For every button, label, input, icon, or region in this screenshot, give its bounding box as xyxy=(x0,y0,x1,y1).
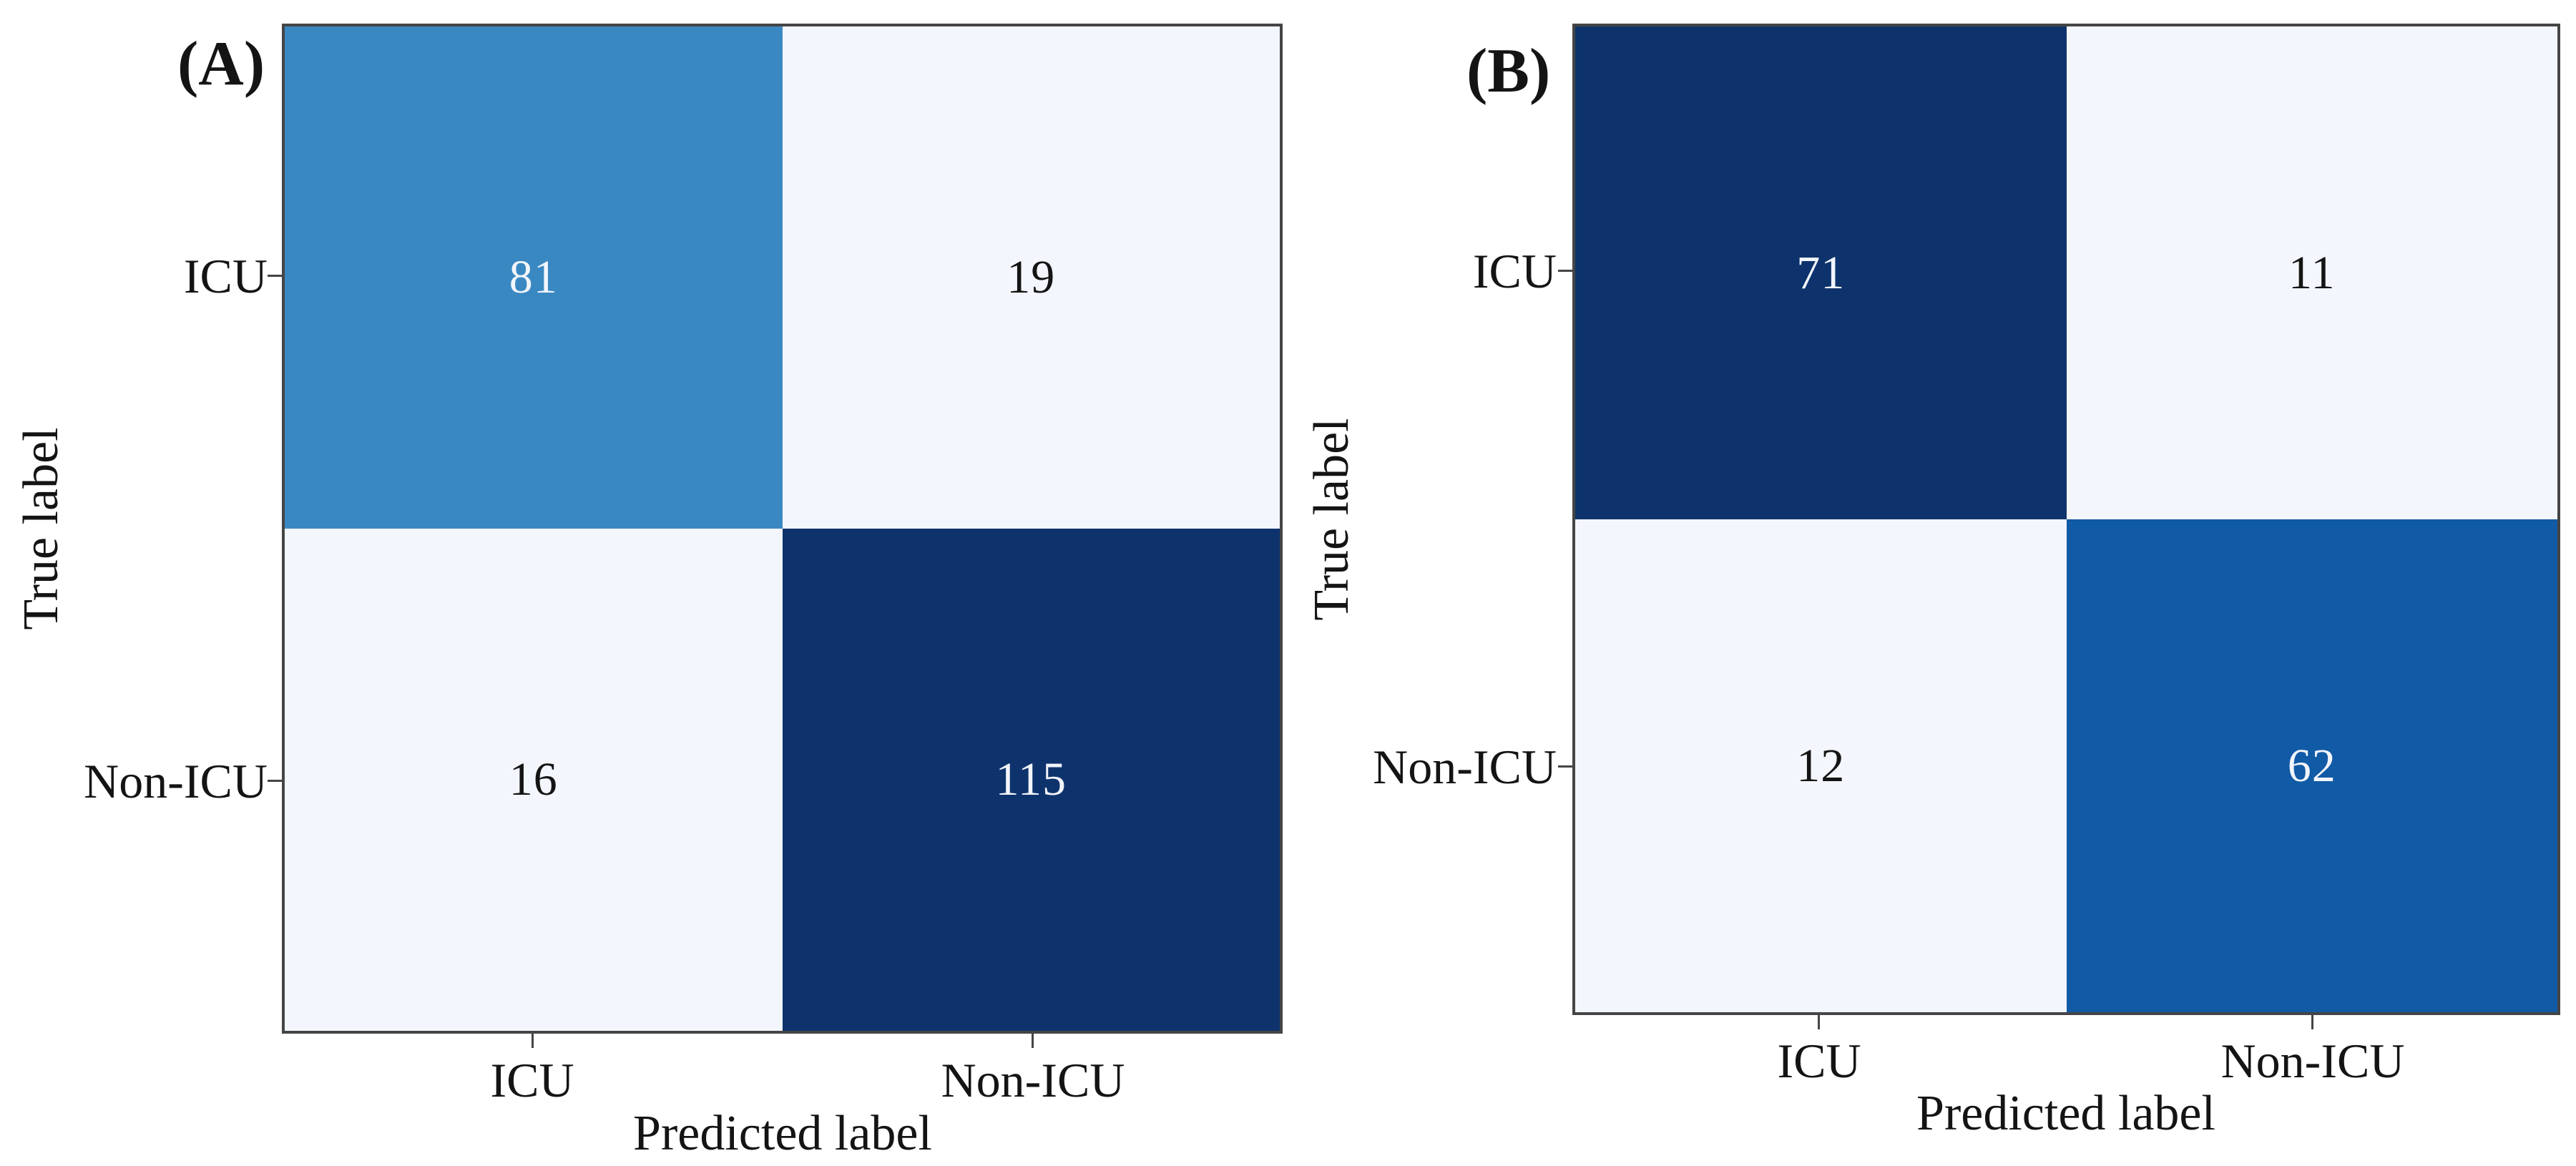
x-axis-title: Predicted label xyxy=(1916,1086,2215,1141)
x-tick-mark xyxy=(1818,1015,1820,1029)
matrix-cell-true-icu-pred-non-icu: 11 xyxy=(2066,26,2557,519)
y-tick-label-non-icu: Non-ICU xyxy=(84,754,268,808)
y-tick-label-icu: ICU xyxy=(1472,244,1557,298)
panel-b-label: (B) xyxy=(1466,36,1551,106)
x-tick-label-icu: ICU xyxy=(490,1053,574,1107)
y-tick-mark xyxy=(268,275,282,277)
y-tick-mark xyxy=(1558,270,1572,272)
y-axis-title: True label xyxy=(14,427,69,630)
matrix-cell-true-non-icu-pred-icu: 12 xyxy=(1575,519,2067,1012)
matrix-cell-true-non-icu-pred-non-icu: 62 xyxy=(2066,519,2557,1012)
y-tick-label-icu: ICU xyxy=(183,249,268,303)
matrix-cell-true-icu-pred-icu: 71 xyxy=(1575,26,2067,519)
y-tick-mark xyxy=(268,780,282,782)
x-axis-title: Predicted label xyxy=(633,1106,932,1161)
x-tick-label-non-icu: Non-ICU xyxy=(2220,1034,2405,1088)
matrix-cell-true-non-icu-pred-non-icu: 115 xyxy=(782,529,1280,1031)
x-tick-mark xyxy=(532,1034,534,1048)
confusion-matrix-a: 81 19 16 115 xyxy=(282,24,1283,1034)
matrix-cell-true-icu-pred-non-icu: 19 xyxy=(782,26,1280,529)
x-tick-label-icu: ICU xyxy=(1777,1034,1861,1088)
x-tick-mark xyxy=(1032,1034,1034,1048)
matrix-cell-true-non-icu-pred-icu: 16 xyxy=(285,529,783,1031)
panel-a-label: (A) xyxy=(177,29,265,99)
x-tick-label-non-icu: Non-ICU xyxy=(941,1053,1125,1107)
matrix-cell-true-icu-pred-icu: 81 xyxy=(285,26,783,529)
y-tick-label-non-icu: Non-ICU xyxy=(1373,740,1557,794)
y-tick-mark xyxy=(1558,765,1572,768)
x-tick-mark xyxy=(2311,1015,2313,1029)
y-axis-title: True label xyxy=(1304,418,1359,621)
confusion-matrix-b: 71 11 12 62 xyxy=(1572,24,2560,1015)
